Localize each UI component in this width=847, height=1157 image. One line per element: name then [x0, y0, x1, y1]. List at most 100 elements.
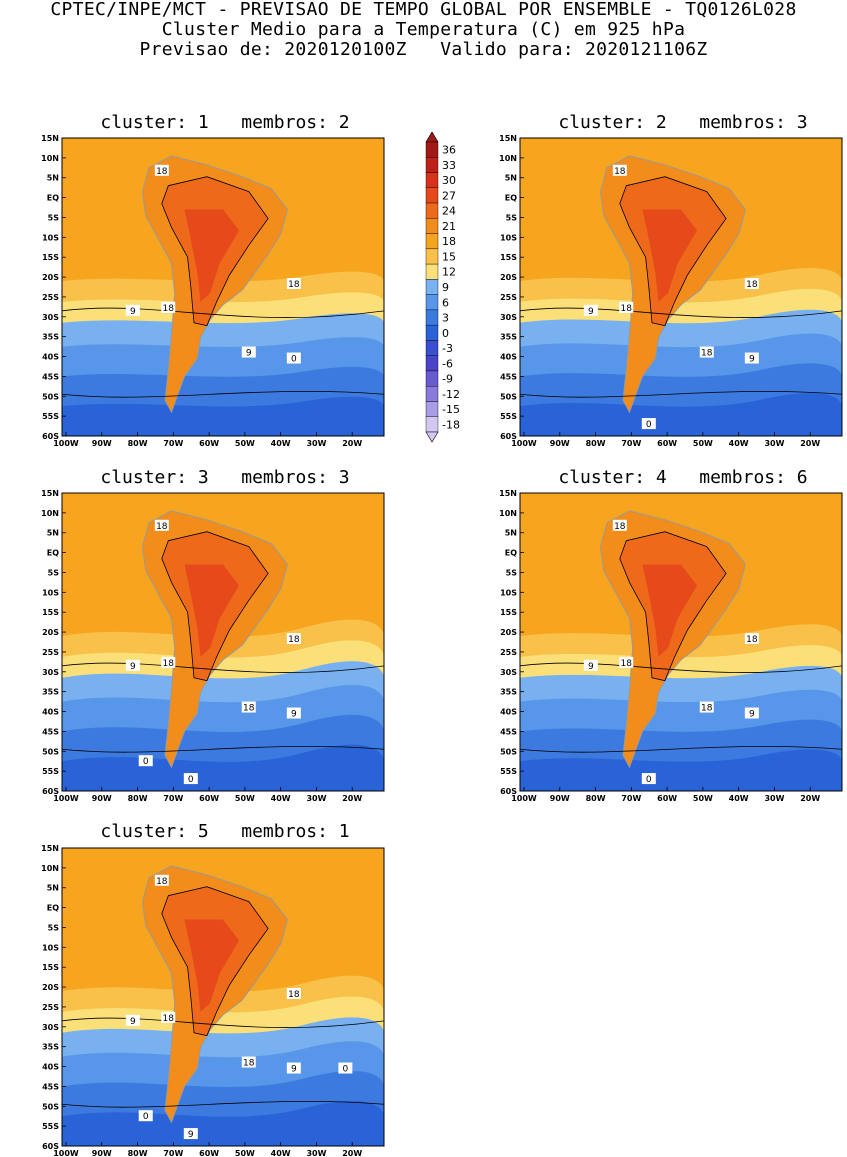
lat-label: 20S — [500, 273, 517, 282]
contour-label: 18 — [156, 522, 168, 532]
lat-label: 35S — [42, 1043, 59, 1052]
lat-label: 35S — [500, 688, 517, 697]
colorbar-swatch — [425, 263, 439, 280]
contour-label: 18 — [701, 704, 713, 714]
colorbar-swatch — [425, 324, 439, 341]
lon-label: 90W — [550, 439, 570, 448]
contour-label: 0 — [143, 757, 149, 767]
contour-label-box — [183, 773, 198, 785]
lon-label: 40W — [729, 439, 749, 448]
lat-label: 40S — [42, 353, 59, 362]
lat-label: EQ — [47, 904, 59, 913]
temperature-band — [520, 393, 842, 436]
lat-label: 15S — [42, 253, 59, 262]
colorbar-label: 3 — [442, 312, 449, 325]
colorbar-swatch — [425, 187, 439, 204]
lat-label: 50S — [500, 747, 517, 756]
contour-label: 18 — [288, 990, 300, 1000]
contour-label-box — [286, 988, 301, 1000]
contour-line — [62, 745, 384, 753]
colorbar-label: 12 — [442, 266, 456, 279]
lat-label: 5N — [47, 529, 59, 538]
lat-label: 15S — [500, 253, 517, 262]
map-frame — [61, 492, 385, 792]
contour-line — [161, 886, 269, 1037]
lon-label: 50W — [235, 1149, 255, 1157]
contour-label-box — [744, 707, 759, 719]
lon-label: 70W — [163, 1149, 183, 1157]
lat-label: 15N — [499, 489, 517, 498]
map-panel-1: 18 18 18 9 9 0 15N 10N 5N EQ 5S 10S 15S 20S 25S 30S 35S 4… — [41, 134, 385, 448]
temperature-band — [62, 396, 384, 436]
coastline — [599, 155, 746, 414]
contour-line — [619, 531, 727, 682]
lon-label: 100W — [53, 1149, 79, 1157]
colorbar-label: -12 — [442, 388, 460, 401]
lat-label: 10S — [500, 233, 517, 242]
lat-label: 15S — [42, 963, 59, 972]
lon-label: 60W — [657, 439, 677, 448]
lat-label: 35S — [500, 333, 517, 342]
contour-label-box — [286, 633, 301, 645]
contour-label: 18 — [156, 167, 168, 177]
contour-label-box — [619, 301, 634, 313]
contour-label: 18 — [163, 304, 175, 314]
contour-label: 18 — [288, 635, 300, 645]
contour-label-box — [699, 346, 714, 358]
lon-label: 70W — [621, 794, 641, 803]
hotter-region — [642, 209, 698, 302]
panel-5-title: cluster: 5 membros: 1 — [100, 821, 350, 842]
colorbar-label: 18 — [442, 235, 456, 248]
colorbar-swatch — [425, 157, 439, 173]
lat-label: 40S — [500, 708, 517, 717]
colorbar-label: 0 — [442, 327, 449, 340]
contour-label: 0 — [188, 775, 194, 785]
colorbar-label: 21 — [442, 220, 456, 233]
contour-line — [62, 662, 384, 673]
contour-label-box — [286, 278, 301, 290]
panel-3-title: cluster: 3 membros: 3 — [100, 467, 350, 488]
colorbar-swatch — [425, 309, 439, 326]
contour-line — [161, 531, 269, 682]
lat-label: 5S — [48, 923, 60, 932]
contour-line — [520, 745, 842, 753]
contour-label: 9 — [130, 307, 136, 317]
lon-label: 40W — [271, 794, 291, 803]
contour-label: 0 — [342, 1065, 348, 1075]
contour-label-box — [161, 301, 176, 313]
colorbar-swatch — [425, 172, 439, 188]
contour-label: 18 — [163, 1014, 175, 1024]
contour-label-box — [154, 874, 169, 886]
contour-label: 0 — [646, 420, 652, 430]
lat-label: 20S — [500, 628, 517, 637]
lon-label: 90W — [92, 1149, 112, 1157]
map-frame — [519, 137, 843, 437]
lon-label: 100W — [53, 439, 79, 448]
lat-label: 20S — [42, 983, 59, 992]
lon-label: 90W — [92, 439, 112, 448]
lon-label: 30W — [764, 439, 784, 448]
contour-label-box — [583, 659, 598, 671]
lon-label: 30W — [764, 794, 784, 803]
contour-label-box — [286, 1062, 301, 1074]
contour-label-box — [744, 278, 759, 290]
colorbar-label: 9 — [442, 281, 449, 294]
coastline — [599, 510, 746, 769]
lon-label: 50W — [235, 439, 255, 448]
figure-title-line3: Previsao de: 2020120100Z Valido para: 20… — [139, 39, 708, 60]
lat-label: 25S — [42, 648, 59, 657]
lat-label: EQ — [47, 549, 59, 558]
lat-label: 15S — [42, 608, 59, 617]
contour-label-box — [744, 633, 759, 645]
contour-label: 18 — [243, 1059, 255, 1069]
lat-label: 50S — [42, 392, 59, 401]
panel-2-title: cluster: 2 membros: 3 — [558, 112, 808, 133]
lat-label: 55S — [500, 412, 517, 421]
lat-label: 15N — [499, 134, 517, 143]
contour-label: 18 — [156, 877, 168, 887]
lon-label: 90W — [92, 794, 112, 803]
lat-label: 15N — [41, 489, 59, 498]
lat-label: 10S — [42, 943, 59, 952]
lat-label: 5N — [505, 529, 517, 538]
